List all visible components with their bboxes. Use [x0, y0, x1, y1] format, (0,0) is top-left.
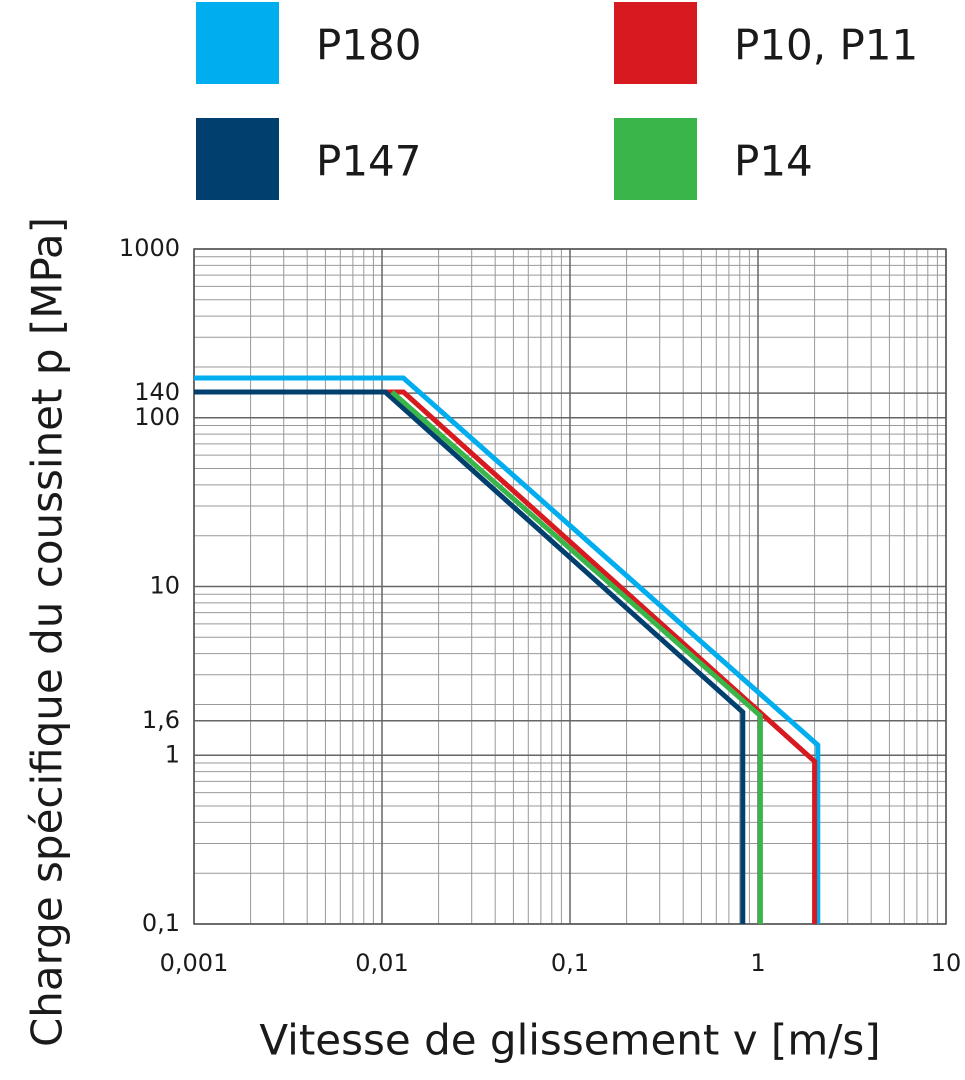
legend-label: P10, P11 [734, 21, 918, 70]
legend-swatch [614, 118, 697, 200]
y-axis-title: Charge spécifique du coussinet p [MPa] [23, 217, 72, 1047]
series-line [390, 390, 763, 924]
x-tick-label: 0,01 [355, 949, 408, 977]
y-tick-label: 140 [134, 378, 180, 406]
plot-frame [193, 248, 947, 925]
y-tick-label: 0,1 [142, 909, 180, 937]
x-tick-label: 0,1 [551, 949, 589, 977]
x-axis-title: Vitesse de glissement v [m/s] [259, 1016, 880, 1065]
legend-swatch [196, 118, 279, 200]
x-tick-label: 0,001 [160, 949, 229, 977]
y-tick-label: 1 [165, 740, 180, 768]
legend-label: P14 [734, 137, 813, 186]
y-tick-label: 10 [149, 572, 180, 600]
legend-swatch [614, 2, 697, 84]
y-tick-label: 100 [134, 403, 180, 431]
y-tick-label: 1,6 [142, 706, 180, 734]
series-line [194, 375, 821, 924]
x-tick-label: 10 [931, 949, 962, 977]
y-tick-label: 1000 [119, 234, 180, 262]
x-tick-label: 1 [750, 949, 765, 977]
series-line [194, 389, 746, 924]
legend-label: P147 [316, 137, 422, 186]
legend-swatch [196, 2, 279, 84]
legend-label: P180 [316, 21, 422, 70]
